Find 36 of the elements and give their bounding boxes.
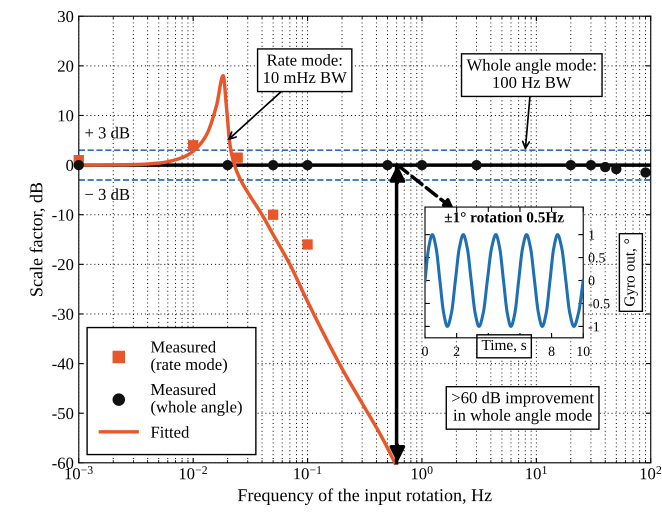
y-axis-title: Gyro out, ° [624,238,638,306]
x-tick-label: 2 [454,346,460,356]
y-tick-label: -40 [52,358,74,370]
y-tick-label: -0.5 [588,299,610,308]
legend-label: Measured (rate mode) [150,340,227,374]
y-tick-label: 0 [66,160,74,172]
y-tick-label: 30 [58,10,74,22]
y-tick-label: 1 [589,230,594,240]
y-tick-label: -30 [52,308,74,320]
chart-title: ±1° rotation 0.5Hz [444,212,564,223]
y-tick-label: 0 [588,276,594,286]
y-tick-label: -20 [52,259,74,270]
x-tick-label: 10$^{−1}$ [294,466,322,480]
y-tick-label: 10 [58,110,74,122]
y-tick-label: -50 [52,408,74,420]
ref-line-label: − 3 dB [85,188,130,200]
y-tick-label: 0.5 [588,253,605,263]
ref-line-label: + 3 dB [85,126,130,138]
annotation: Whole angle mode: 100 Hz BW [466,58,596,88]
legend-label: Fitted [150,426,190,438]
y-tick-label: -60 [52,458,74,469]
annotation: >60 dB improvement in whole angle mode [452,392,594,424]
x-axis-title: Time, s [482,340,526,352]
x-tick-label: 10$^{−2}$ [180,466,207,480]
x-tick-label: 8 [548,346,555,356]
legend-label: Measured (whole angle) [150,383,242,416]
y-tick-label: -10 [52,209,74,221]
x-tick-label: 10$^{1}$ [526,466,547,480]
y-tick-label: -1 [588,322,599,332]
x-tick-label: 10$^{2}$ [640,466,662,480]
x-tick-label: 10$^{0}$ [412,466,433,480]
x-axis-title: Frequency of the input rotation, Hz [238,488,492,505]
annotation: Rate mode: 10 mHz BW [264,54,347,84]
x-tick-label: 0 [422,346,428,356]
y-axis-title: Scale factor, dB [30,182,46,296]
y-tick-label: 20 [58,60,74,72]
